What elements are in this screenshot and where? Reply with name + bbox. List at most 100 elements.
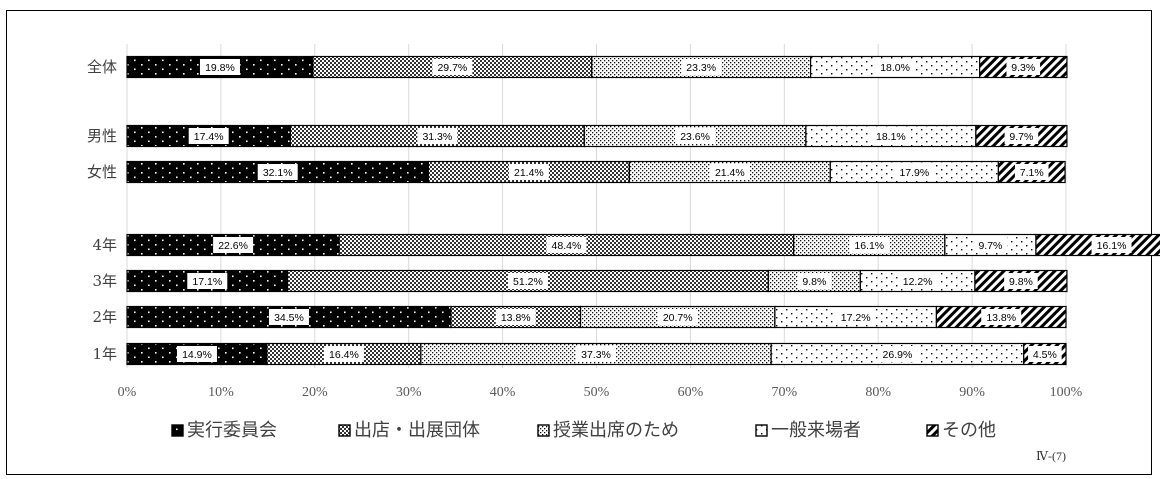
data-label-box: [797, 273, 832, 289]
data-label-box: [870, 128, 911, 144]
data-label: 20.7%: [663, 312, 693, 324]
x-tick-label: 70%: [771, 385, 797, 400]
data-label: 7.1%: [1020, 167, 1044, 179]
category-label: 全体: [87, 58, 117, 76]
data-label: 17.2%: [841, 312, 871, 324]
x-tick-label: 60%: [678, 385, 704, 400]
data-label-box: [417, 128, 458, 144]
data-label: 23.3%: [686, 62, 716, 74]
data-label-box: [1004, 128, 1039, 144]
data-label: 4.5%: [1033, 349, 1057, 361]
x-tick-label: 50%: [584, 385, 610, 400]
data-label: 22.6%: [218, 240, 248, 252]
data-label: 13.8%: [501, 312, 531, 324]
x-tick-label: 30%: [396, 385, 422, 400]
category-label: 4年: [92, 236, 117, 254]
data-label: 17.4%: [194, 131, 224, 143]
legend-swatch: [926, 424, 939, 437]
data-label-box: [213, 237, 254, 253]
x-tick-label: 0%: [118, 385, 137, 400]
data-label: 9.7%: [978, 240, 1002, 252]
x-tick-label: 10%: [208, 385, 234, 400]
category-label: 女性: [87, 163, 117, 181]
data-label: 18.0%: [880, 62, 910, 74]
category-label: 男性: [87, 127, 117, 145]
data-label-box: [508, 164, 549, 180]
data-label: 13.8%: [986, 312, 1016, 324]
data-label: 21.4%: [715, 167, 745, 179]
data-label-box: [973, 237, 1008, 253]
data-label-box: [199, 59, 240, 75]
data-label-box: [849, 237, 890, 253]
data-label: 18.1%: [876, 131, 906, 143]
data-label: 29.7%: [437, 62, 467, 74]
data-label-box: [187, 273, 228, 289]
legend-label: その他: [942, 420, 996, 441]
data-label-box: [176, 346, 217, 362]
category-label: 1年: [92, 345, 117, 363]
data-label-box: [875, 59, 916, 75]
data-label: 9.3%: [1011, 62, 1035, 74]
data-label-box: [257, 164, 298, 180]
data-label-box: [188, 128, 229, 144]
data-label-box: [507, 273, 548, 289]
data-label: 16.1%: [854, 240, 884, 252]
data-label-box: [981, 309, 1022, 325]
data-label-box: [323, 346, 364, 362]
data-label: 16.1%: [1097, 240, 1127, 252]
data-label: 31.3%: [422, 131, 452, 143]
legend-label: 授業出席のため: [553, 420, 679, 441]
data-label: 16.4%: [329, 349, 359, 361]
data-label-box: [709, 164, 750, 180]
data-label: 17.1%: [192, 276, 222, 288]
data-label-box: [1014, 164, 1049, 180]
data-label-box: [675, 128, 716, 144]
data-label: 19.8%: [205, 62, 235, 74]
x-tick-label: 100%: [1050, 385, 1083, 400]
data-label-box: [1091, 237, 1132, 253]
category-label: 2年: [92, 308, 117, 326]
legend-label: 出店・出展団体: [354, 420, 480, 441]
data-label: 37.3%: [581, 349, 611, 361]
data-label-box: [894, 164, 935, 180]
data-label-box: [1028, 346, 1062, 362]
data-label: 21.4%: [514, 167, 544, 179]
x-tick-label: 90%: [959, 385, 985, 400]
data-label: 32.1%: [263, 167, 293, 179]
data-label-box: [546, 237, 587, 253]
data-label: 14.9%: [182, 349, 212, 361]
data-label-box: [432, 59, 473, 75]
legend-swatch: [338, 424, 351, 437]
data-label-box: [576, 346, 617, 362]
data-label: 23.6%: [680, 131, 710, 143]
data-label: 17.9%: [899, 167, 929, 179]
legend-swatch: [171, 424, 184, 437]
data-label: 48.4%: [552, 240, 582, 252]
data-label-box: [268, 309, 309, 325]
data-label: 9.8%: [802, 276, 826, 288]
x-tick-label: 20%: [302, 385, 328, 400]
data-label: 26.9%: [883, 349, 913, 361]
data-label-box: [681, 59, 722, 75]
data-label: 12.2%: [903, 276, 933, 288]
legend-label: 一般来場者: [771, 420, 861, 441]
data-label: 51.2%: [513, 276, 543, 288]
data-label-box: [877, 346, 918, 362]
data-label-box: [1004, 273, 1038, 289]
x-tick-label: 80%: [865, 385, 891, 400]
data-label: 34.5%: [274, 312, 304, 324]
data-label-box: [1006, 59, 1041, 75]
legend-swatch: [537, 424, 550, 437]
data-label: 9.7%: [1009, 131, 1033, 143]
data-label-box: [657, 309, 698, 325]
data-label-box: [495, 309, 536, 325]
legend-swatch: [755, 424, 768, 437]
page-label: Ⅳ-(7): [1036, 449, 1066, 463]
x-tick-label: 40%: [490, 385, 516, 400]
legend-label: 実行委員会: [187, 420, 277, 441]
data-label-box: [835, 309, 876, 325]
data-label: 9.8%: [1009, 276, 1033, 288]
category-label: 3年: [92, 272, 117, 290]
data-label-box: [897, 273, 938, 289]
